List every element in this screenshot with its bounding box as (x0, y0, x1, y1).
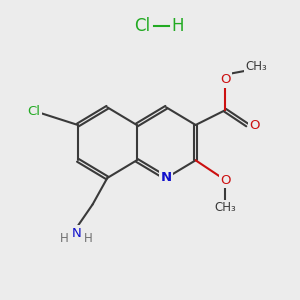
Text: H: H (172, 17, 184, 35)
Text: Cl: Cl (27, 105, 40, 118)
Text: CH₃: CH₃ (214, 201, 236, 214)
Text: O: O (249, 119, 260, 132)
Text: N: N (160, 172, 172, 184)
Text: O: O (220, 74, 230, 86)
Text: N: N (71, 226, 81, 239)
Text: H: H (84, 232, 92, 245)
Text: CH₃: CH₃ (245, 60, 267, 73)
Text: H: H (60, 232, 69, 245)
Text: Cl: Cl (135, 17, 151, 35)
Text: O: O (220, 173, 230, 187)
